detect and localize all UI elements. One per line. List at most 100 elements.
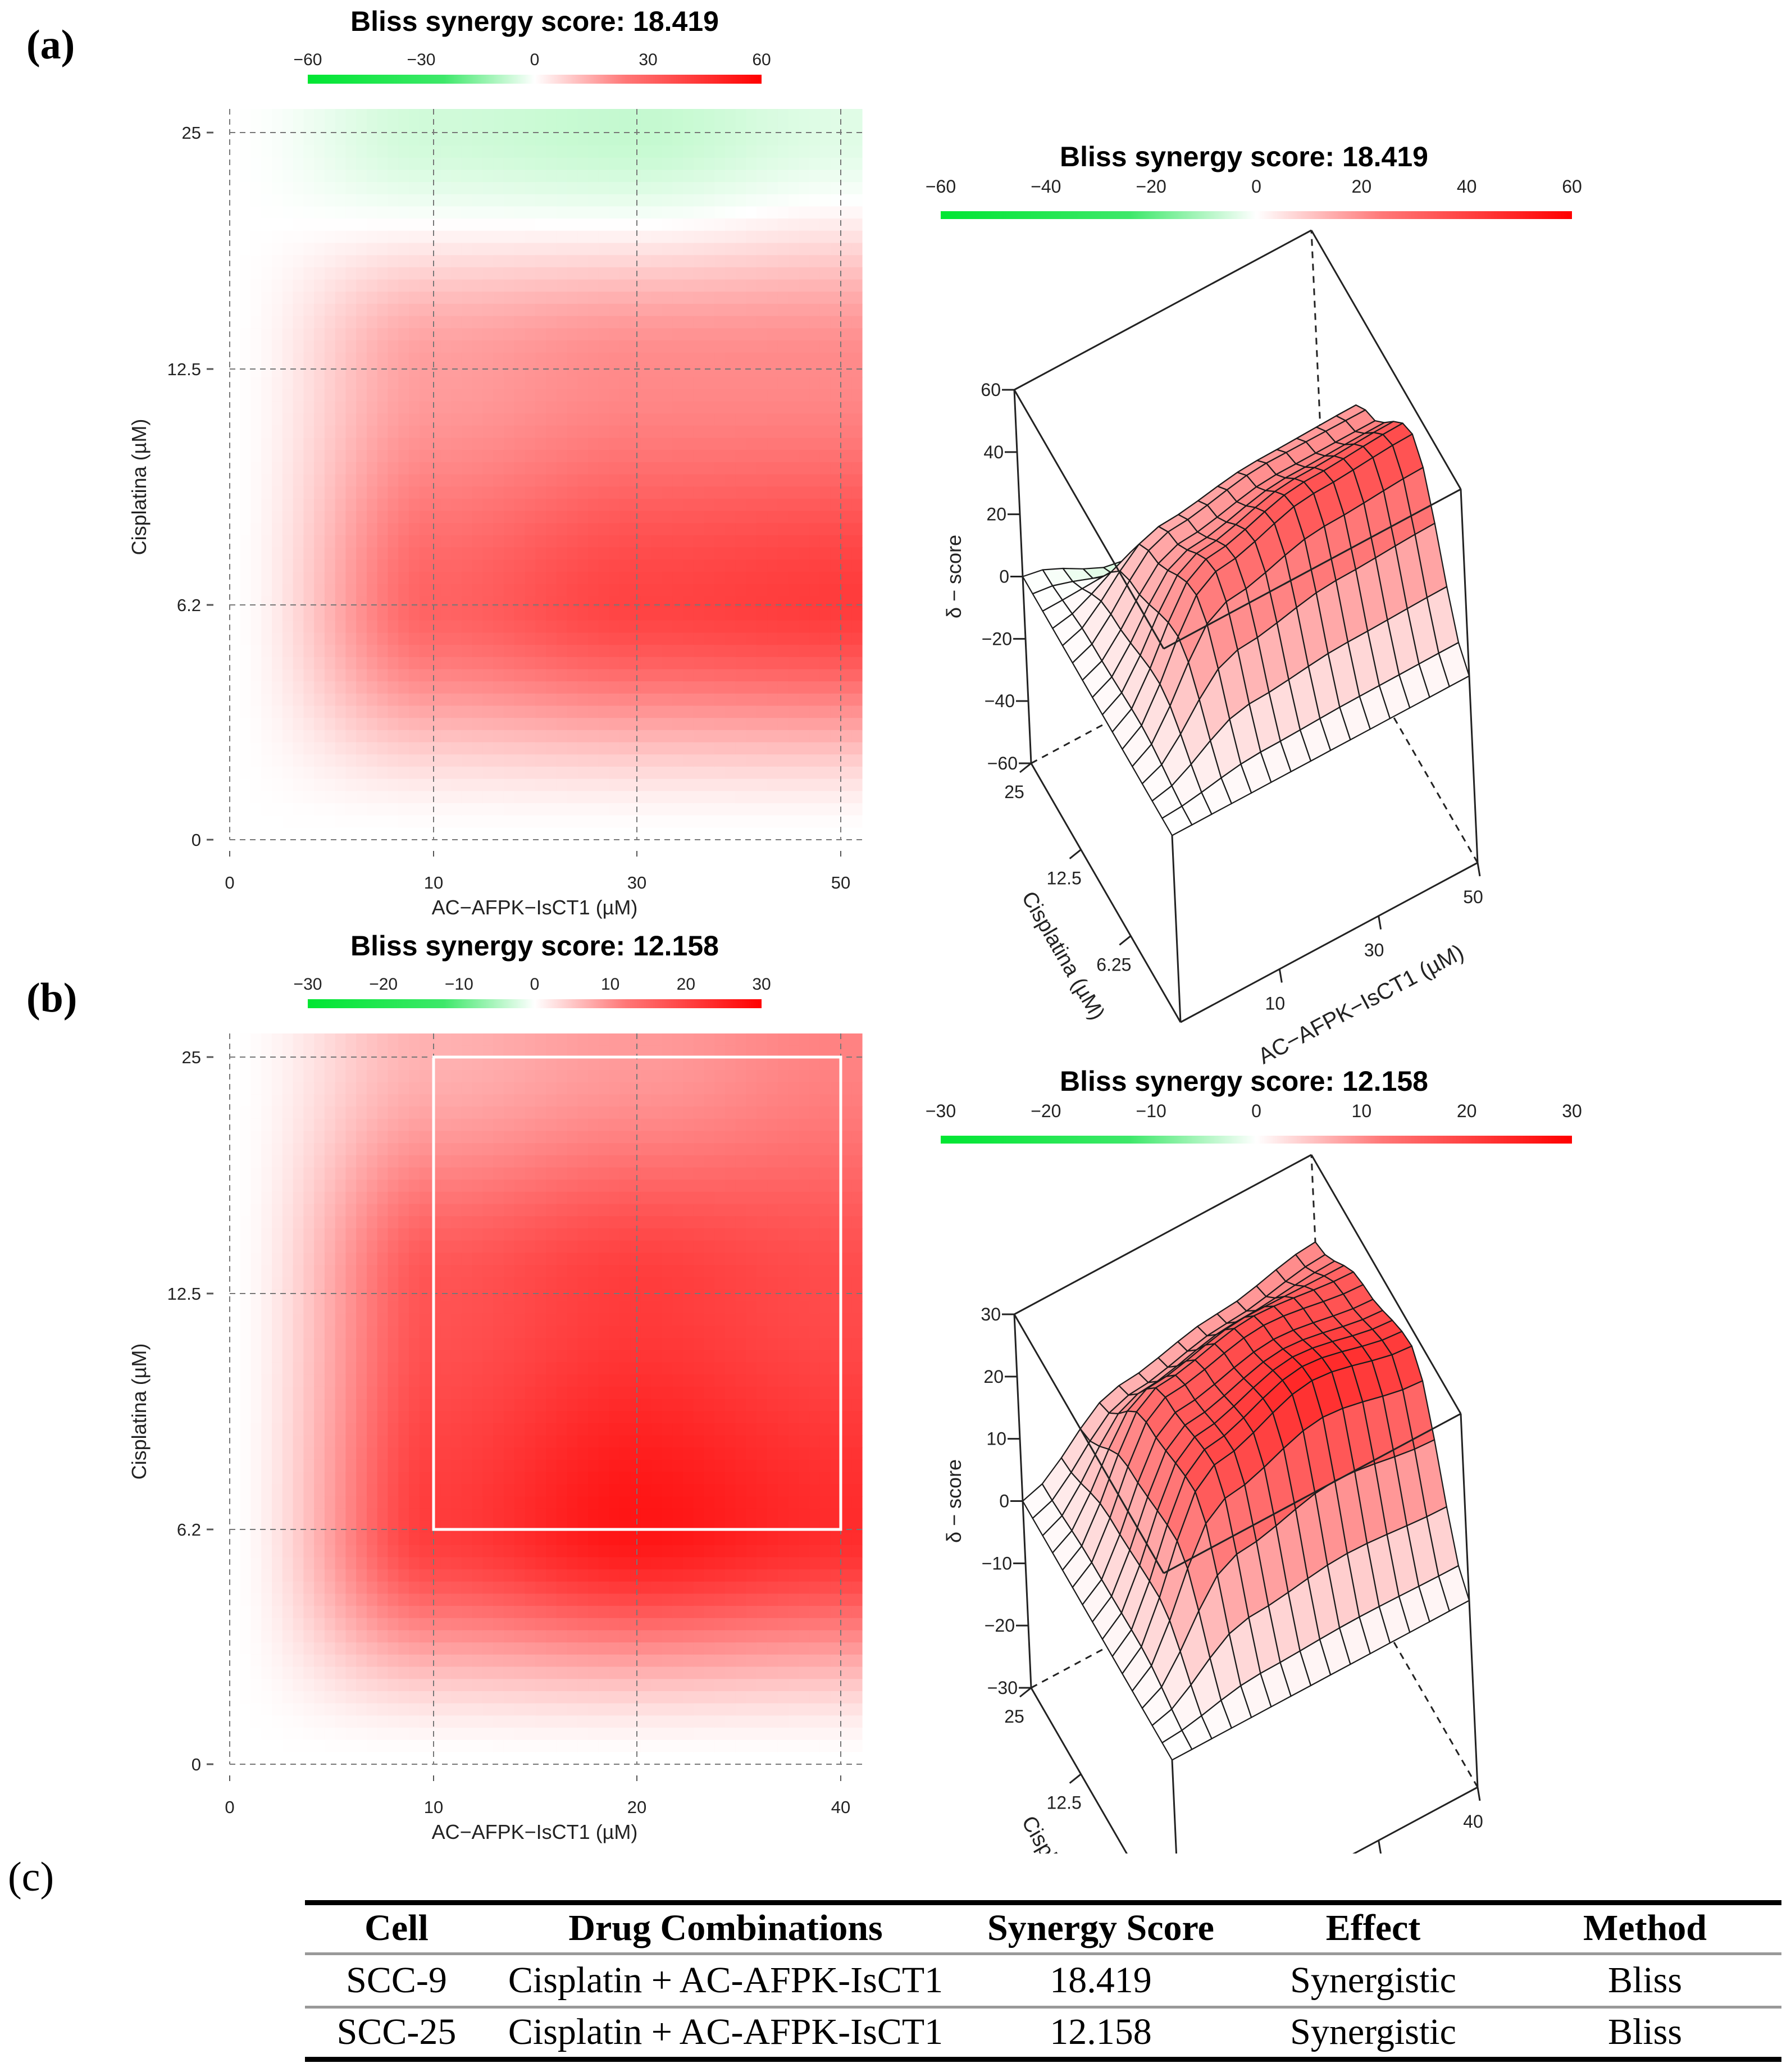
heatmap-cell <box>546 352 557 365</box>
heatmap-cell <box>546 693 557 707</box>
heatmap-cell <box>819 413 831 426</box>
heatmap-cell <box>388 1301 399 1314</box>
heatmap-cell <box>609 778 620 791</box>
heatmap-cell <box>272 218 283 231</box>
heatmap-cell <box>293 230 304 244</box>
heatmap-cell <box>819 389 831 402</box>
heatmap-cell <box>662 450 673 463</box>
heatmap-cell <box>609 572 620 585</box>
heatmap-cell <box>324 1301 336 1314</box>
heatmap-cell <box>303 1338 315 1351</box>
heatmap-cell <box>651 620 663 633</box>
heatmap-cell <box>851 535 863 548</box>
heatmap-cell <box>630 803 641 816</box>
heatmap-cell <box>250 596 262 609</box>
heatmap-cell <box>230 1362 241 1375</box>
heatmap-cell <box>377 1752 389 1765</box>
heatmap-cell <box>841 523 852 536</box>
heatmap-cell <box>735 255 747 268</box>
heatmap-cell <box>398 1094 409 1107</box>
heatmap-cell <box>704 705 715 718</box>
heatmap-cell <box>335 1496 347 1509</box>
heatmap-cell <box>367 523 378 536</box>
heatmap-cell <box>261 1739 272 1752</box>
heatmap-cell <box>651 754 663 767</box>
heatmap-cell <box>577 340 589 353</box>
heatmap-cell <box>472 377 483 390</box>
heatmap-cell <box>451 462 462 475</box>
heatmap-cell <box>756 511 768 523</box>
heatmap-cell <box>230 133 241 146</box>
heatmap-cell <box>377 230 389 244</box>
heatmap-cell <box>735 815 747 828</box>
heatmap-cell <box>377 1289 389 1302</box>
y-tick-label: 6.2 <box>177 595 201 615</box>
heatmap-cell <box>482 389 494 402</box>
heatmap-cell <box>556 754 568 767</box>
heatmap-cell <box>556 328 568 341</box>
heatmap-cell <box>525 657 536 670</box>
heatmap-cell <box>282 255 294 268</box>
heatmap-cell <box>314 292 325 304</box>
heatmap-cell <box>356 827 367 840</box>
heatmap-cell <box>746 206 757 219</box>
heatmap-cell <box>314 1435 325 1448</box>
heatmap-cell <box>556 620 568 633</box>
heatmap-cell <box>746 523 757 536</box>
heatmap-cell <box>324 815 336 828</box>
heatmap-cell <box>303 778 315 791</box>
heatmap-cell <box>240 523 252 536</box>
heatmap-cell <box>240 608 252 621</box>
heatmap-cell <box>377 279 389 292</box>
heatmap-cell <box>272 1216 283 1229</box>
heatmap-cell <box>324 645 336 658</box>
heatmap-cell <box>461 498 473 512</box>
heatmap-cell <box>282 1569 294 1582</box>
heatmap-cell <box>651 218 663 231</box>
heatmap-cell <box>250 1313 262 1326</box>
heatmap-cell <box>230 1472 241 1484</box>
heatmap-cell <box>830 559 842 572</box>
heatmap-cell <box>514 705 526 718</box>
heatmap-cell <box>756 632 768 645</box>
heatmap-cell <box>725 109 736 122</box>
heatmap-cell <box>640 170 652 183</box>
heatmap-cell <box>356 182 367 195</box>
heatmap-cell <box>356 1630 367 1643</box>
heatmap-cell <box>324 1484 336 1497</box>
heatmap-cell <box>240 1313 252 1326</box>
heatmap-cell <box>693 218 705 231</box>
heatmap-cell <box>472 218 483 231</box>
heatmap-cell <box>662 486 673 499</box>
heatmap-cell <box>819 486 831 499</box>
heatmap-cell <box>461 596 473 609</box>
heatmap-cell <box>472 645 483 658</box>
heatmap-cell <box>377 608 389 621</box>
heatmap-cell <box>841 133 852 146</box>
heatmap-cell <box>746 547 757 560</box>
heatmap-cell <box>662 255 673 268</box>
heatmap-cell <box>314 1253 325 1265</box>
heatmap-cell <box>419 766 431 780</box>
heatmap-cell <box>588 340 599 353</box>
heatmap-cell <box>567 389 578 402</box>
heatmap-cell <box>409 267 420 280</box>
heatmap-cell <box>725 352 736 365</box>
heatmap-cell <box>830 206 842 219</box>
heatmap-cell <box>398 815 409 828</box>
heatmap-cell <box>230 584 241 596</box>
heatmap-cell <box>388 1727 399 1741</box>
heatmap-cell <box>367 474 378 487</box>
heatmap-cell <box>662 194 673 207</box>
heatmap-cell <box>398 498 409 512</box>
heatmap-cell <box>514 157 526 170</box>
heatmap-cell <box>525 340 536 353</box>
heatmap-cell <box>451 730 462 743</box>
heatmap-cell <box>303 352 315 365</box>
heatmap-cell <box>788 377 799 390</box>
heatmap-cell <box>377 1350 389 1363</box>
heatmap-cell <box>314 1411 325 1424</box>
heatmap-cell <box>841 620 852 633</box>
heatmap-cell <box>482 109 494 122</box>
heatmap-cell <box>293 1435 304 1448</box>
